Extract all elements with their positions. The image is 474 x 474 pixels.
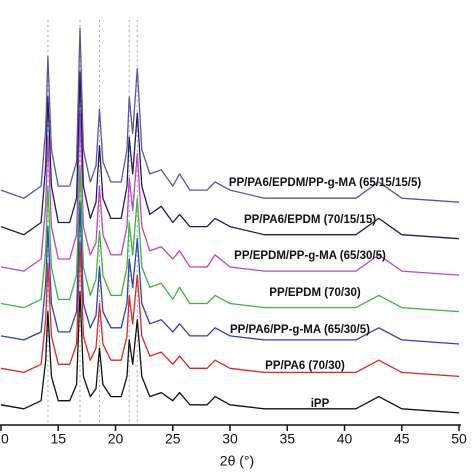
series-line xyxy=(0,71,460,240)
x-tick-label: 15 xyxy=(50,431,66,447)
series-label: PP/PA6/EPDM (70/15/15) xyxy=(244,214,376,226)
x-tick-label: 10 xyxy=(0,431,9,447)
series-line xyxy=(0,27,460,203)
series-label: PP/EPDM (70/30) xyxy=(269,287,361,299)
x-tick-label: 40 xyxy=(337,431,353,447)
series-label: PP/EPDM/PP-g-MA (65/30/5) xyxy=(234,250,386,262)
series-line xyxy=(0,242,460,378)
x-tick-label: 25 xyxy=(165,431,181,447)
series-label: PP/PA6 (70/30) xyxy=(265,360,345,372)
series-line xyxy=(0,165,460,313)
x-tick-label: 50 xyxy=(451,431,467,447)
series-label: PP/PA6/EPDM/PP-g-MA (65/15/15/5) xyxy=(229,177,422,189)
series-label: iPP xyxy=(311,398,330,410)
x-tick-label: 45 xyxy=(394,431,410,447)
x-axis-label: 2θ (°) xyxy=(220,453,254,469)
series-line xyxy=(0,201,460,345)
series-label: PP/PA6/PP-g-MA (65/30/5) xyxy=(230,324,370,336)
series-line xyxy=(0,112,460,276)
x-tick-label: 20 xyxy=(108,431,124,447)
x-tick-label: 35 xyxy=(279,431,295,447)
x-tick-label: 30 xyxy=(222,431,238,447)
series-line xyxy=(0,290,460,414)
